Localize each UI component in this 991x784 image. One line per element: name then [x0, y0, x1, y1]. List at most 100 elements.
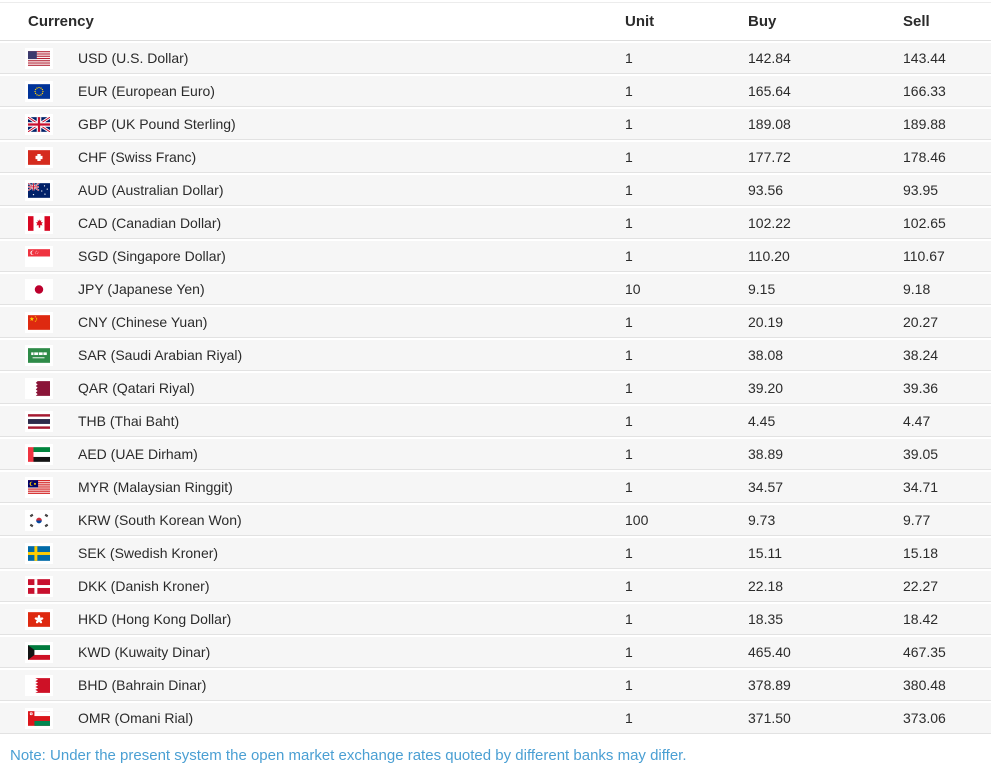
- table-row: MYR (Malaysian Ringgit) 1 34.57 34.71: [0, 472, 991, 503]
- sell-value: 166.33: [903, 83, 946, 99]
- buy-value: 177.72: [748, 149, 791, 165]
- currency-label: AED (UAE Dirham): [78, 446, 198, 462]
- flag-cny-icon: [25, 311, 53, 333]
- table-body: USD (U.S. Dollar) 1 142.84 143.44 EUR (E…: [0, 43, 991, 734]
- buy-value: 34.57: [748, 479, 784, 495]
- buy-value: 15.11: [748, 545, 782, 561]
- sell-value: 93.95: [903, 182, 939, 198]
- table-row: KWD (Kuwaity Dinar) 1 465.40 467.35: [0, 637, 991, 668]
- table-row: SGD (Singapore Dollar) 1 110.20 110.67: [0, 241, 991, 272]
- currency-label: SGD (Singapore Dollar): [78, 248, 226, 264]
- unit-value: 1: [625, 248, 633, 264]
- buy-value: 165.64: [748, 83, 791, 99]
- table-row: BHD (Bahrain Dinar) 1 378.89 380.48: [0, 670, 991, 701]
- table-row: HKD (Hong Kong Dollar) 1 18.35 18.42: [0, 604, 991, 635]
- buy-value: 465.40: [748, 644, 791, 660]
- table-row: KRW (South Korean Won) 100 9.73 9.77: [0, 505, 991, 536]
- unit-value: 1: [625, 83, 633, 99]
- buy-value: 102.22: [748, 215, 791, 231]
- currency-label: KRW (South Korean Won): [78, 512, 242, 528]
- flag-gbp-icon: [25, 113, 53, 135]
- currency-label: HKD (Hong Kong Dollar): [78, 611, 232, 627]
- currency-label: OMR (Omani Rial): [78, 710, 194, 726]
- sell-value: 143.44: [903, 50, 946, 66]
- exchange-rates-table: Currency Unit Buy Sell USD (U.S. Dollar)…: [0, 2, 991, 734]
- currency-label: CHF (Swiss Franc): [78, 149, 197, 165]
- buy-value: 22.18: [748, 578, 784, 594]
- sell-value: 20.27: [903, 314, 939, 330]
- currency-label: BHD (Bahrain Dinar): [78, 677, 207, 693]
- currency-label: SEK (Swedish Kroner): [78, 545, 219, 561]
- table-row: CHF (Swiss Franc) 1 177.72 178.46: [0, 142, 991, 173]
- flag-krw-icon: [25, 509, 53, 531]
- flag-sgd-icon: [25, 245, 53, 267]
- unit-value: 1: [625, 446, 633, 462]
- column-header-buy: Buy: [748, 13, 777, 30]
- flag-cad-icon: [25, 212, 53, 234]
- flag-sek-icon: [25, 542, 53, 564]
- sell-value: 467.35: [903, 644, 946, 660]
- sell-value: 102.65: [903, 215, 946, 231]
- flag-thb-icon: [25, 410, 53, 432]
- buy-value: 378.89: [748, 677, 791, 693]
- footnote: Note: Under the present system the open …: [10, 747, 687, 764]
- currency-label: SAR (Saudi Arabian Riyal): [78, 347, 243, 363]
- sell-value: 39.36: [903, 380, 939, 396]
- currency-label: CNY (Chinese Yuan): [78, 314, 208, 330]
- buy-value: 18.35: [748, 611, 784, 627]
- column-header-sell: Sell: [903, 13, 930, 30]
- buy-value: 39.20: [748, 380, 784, 396]
- buy-value: 38.08: [748, 347, 784, 363]
- unit-value: 1: [625, 644, 633, 660]
- table-row: CNY (Chinese Yuan) 1 20.19 20.27: [0, 307, 991, 338]
- unit-value: 1: [625, 479, 633, 495]
- buy-value: 189.08: [748, 116, 791, 132]
- flag-kwd-icon: [25, 641, 53, 663]
- buy-value: 142.84: [748, 50, 791, 66]
- table-row: USD (U.S. Dollar) 1 142.84 143.44: [0, 43, 991, 74]
- table-row: SEK (Swedish Kroner) 1 15.11 15.18: [0, 538, 991, 569]
- sell-value: 189.88: [903, 116, 946, 132]
- currency-label: QAR (Qatari Riyal): [78, 380, 195, 396]
- flag-eur-icon: [25, 80, 53, 102]
- table-row: AED (UAE Dirham) 1 38.89 39.05: [0, 439, 991, 470]
- flag-hkd-icon: [25, 608, 53, 630]
- unit-value: 1: [625, 182, 633, 198]
- table-row: THB (Thai Baht) 1 4.45 4.47: [0, 406, 991, 437]
- table-row: JPY (Japanese Yen) 10 9.15 9.18: [0, 274, 991, 305]
- currency-label: KWD (Kuwaity Dinar): [78, 644, 211, 660]
- currency-label: THB (Thai Baht): [78, 413, 180, 429]
- currency-label: AUD (Australian Dollar): [78, 182, 224, 198]
- unit-value: 1: [625, 380, 633, 396]
- unit-value: 1: [625, 611, 633, 627]
- table-row: DKK (Danish Kroner) 1 22.18 22.27: [0, 571, 991, 602]
- currency-label: JPY (Japanese Yen): [78, 281, 205, 297]
- unit-value: 1: [625, 413, 633, 429]
- sell-value: 178.46: [903, 149, 946, 165]
- currency-label: CAD (Canadian Dollar): [78, 215, 222, 231]
- column-header-unit: Unit: [625, 13, 655, 30]
- sell-value: 18.42: [903, 611, 939, 627]
- sell-value: 110.67: [903, 248, 945, 264]
- sell-value: 373.06: [903, 710, 946, 726]
- table-row: QAR (Qatari Riyal) 1 39.20 39.36: [0, 373, 991, 404]
- sell-value: 22.27: [903, 578, 939, 594]
- unit-value: 1: [625, 545, 633, 561]
- table-row: SAR (Saudi Arabian Riyal) 1 38.08 38.24: [0, 340, 991, 371]
- flag-sar-icon: [25, 344, 53, 366]
- column-header-currency: Currency: [28, 13, 94, 30]
- table-header-row: Currency Unit Buy Sell: [0, 3, 991, 41]
- currency-label: USD (U.S. Dollar): [78, 50, 189, 66]
- flag-omr-icon: [25, 707, 53, 729]
- flag-bhd-icon: [25, 674, 53, 696]
- flag-aed-icon: [25, 443, 53, 465]
- unit-value: 1: [625, 347, 633, 363]
- unit-value: 1: [625, 578, 633, 594]
- sell-value: 38.24: [903, 347, 939, 363]
- table-row: GBP (UK Pound Sterling) 1 189.08 189.88: [0, 109, 991, 140]
- unit-value: 10: [625, 281, 641, 297]
- unit-value: 1: [625, 116, 633, 132]
- sell-value: 15.18: [903, 545, 939, 561]
- flag-qar-icon: [25, 377, 53, 399]
- flag-dkk-icon: [25, 575, 53, 597]
